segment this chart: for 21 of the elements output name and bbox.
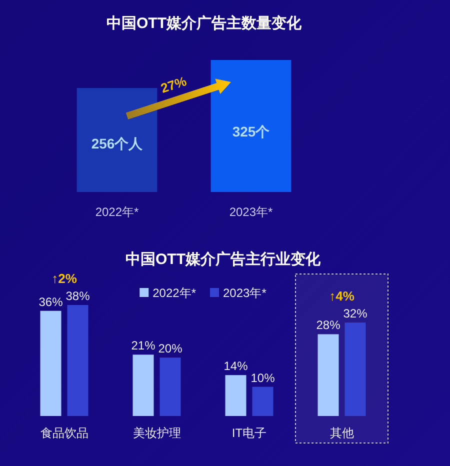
- annotation: ↑4%: [329, 288, 355, 304]
- chart-title: 中国OTT媒介广告主数量变化: [106, 14, 302, 32]
- x-tick-label: 其他: [330, 426, 354, 440]
- data-label: 36%: [38, 294, 64, 309]
- data-label: 21%: [131, 338, 156, 353]
- x-tick-label: 美妆护理: [132, 426, 181, 440]
- chart-title: 中国OTT媒介广告主行业变化: [126, 250, 322, 268]
- data-label: 38%: [66, 289, 90, 303]
- data-label: 28%: [316, 318, 341, 332]
- data-label: 32%: [343, 306, 368, 321]
- data-label: 256个人: [91, 135, 144, 152]
- data-label: 14%: [224, 359, 248, 374]
- x-tick-label: IT电子: [232, 426, 267, 440]
- annotation: ↑2%: [52, 271, 78, 286]
- legend-label: 2023年*: [223, 286, 267, 300]
- data-label: 20%: [158, 342, 183, 356]
- data-label: 325个: [232, 124, 271, 140]
- x-tick-label: 食品饮品: [40, 426, 88, 440]
- annotation: 27%: [158, 73, 189, 96]
- legend-label: 2022年*: [152, 286, 196, 300]
- data-label: 10%: [250, 370, 276, 385]
